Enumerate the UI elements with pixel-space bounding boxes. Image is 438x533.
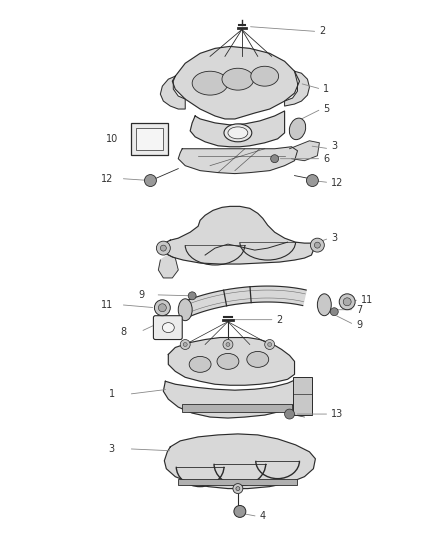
Text: 2: 2	[277, 314, 283, 325]
Ellipse shape	[192, 71, 228, 95]
Text: 9: 9	[356, 320, 362, 329]
Circle shape	[343, 298, 351, 306]
Circle shape	[233, 483, 243, 494]
FancyBboxPatch shape	[131, 123, 168, 155]
Circle shape	[234, 505, 246, 518]
Ellipse shape	[222, 68, 254, 90]
Circle shape	[330, 308, 338, 316]
Circle shape	[307, 175, 318, 187]
Text: 10: 10	[106, 134, 118, 144]
Text: 5: 5	[323, 104, 329, 114]
Circle shape	[265, 340, 275, 350]
Ellipse shape	[189, 357, 211, 373]
Text: 9: 9	[138, 290, 145, 300]
Circle shape	[314, 242, 320, 248]
Polygon shape	[160, 76, 185, 109]
Circle shape	[183, 343, 187, 346]
FancyBboxPatch shape	[135, 128, 163, 150]
Text: 4: 4	[260, 511, 266, 521]
FancyBboxPatch shape	[178, 479, 297, 484]
Polygon shape	[285, 71, 309, 106]
Circle shape	[236, 487, 240, 490]
Text: 11: 11	[361, 295, 373, 305]
Ellipse shape	[251, 66, 279, 86]
Text: 12: 12	[331, 177, 344, 188]
Polygon shape	[163, 206, 315, 264]
Circle shape	[155, 300, 170, 316]
Circle shape	[285, 409, 294, 419]
Circle shape	[156, 241, 170, 255]
Circle shape	[160, 245, 166, 251]
FancyBboxPatch shape	[153, 316, 182, 340]
Text: 13: 13	[331, 409, 343, 419]
Circle shape	[271, 155, 279, 163]
Circle shape	[180, 340, 190, 350]
Polygon shape	[182, 286, 306, 317]
Ellipse shape	[247, 351, 268, 367]
Text: 6: 6	[323, 154, 329, 164]
Ellipse shape	[217, 353, 239, 369]
Polygon shape	[163, 379, 300, 418]
FancyBboxPatch shape	[293, 377, 312, 415]
Polygon shape	[159, 255, 178, 278]
Ellipse shape	[178, 299, 192, 321]
Circle shape	[339, 294, 355, 310]
Polygon shape	[172, 46, 300, 119]
Circle shape	[223, 340, 233, 350]
Polygon shape	[164, 434, 315, 489]
Text: 1: 1	[323, 84, 329, 94]
Text: 2: 2	[319, 27, 325, 36]
Text: 7: 7	[356, 305, 362, 314]
Polygon shape	[178, 147, 297, 174]
Text: 3: 3	[331, 141, 337, 151]
Circle shape	[226, 343, 230, 346]
Circle shape	[188, 292, 196, 300]
Text: 8: 8	[120, 327, 127, 336]
Circle shape	[311, 238, 324, 252]
Text: 3: 3	[331, 233, 337, 243]
Text: 11: 11	[101, 300, 113, 310]
Ellipse shape	[162, 322, 174, 333]
Polygon shape	[168, 337, 294, 385]
Text: 1: 1	[109, 389, 115, 399]
Text: 12: 12	[101, 174, 113, 183]
Text: 3: 3	[109, 444, 115, 454]
Ellipse shape	[228, 127, 248, 139]
Circle shape	[145, 175, 156, 187]
Ellipse shape	[318, 294, 331, 316]
Polygon shape	[190, 111, 285, 147]
FancyBboxPatch shape	[182, 404, 292, 412]
Ellipse shape	[290, 118, 306, 140]
Circle shape	[159, 304, 166, 312]
Ellipse shape	[224, 124, 252, 142]
Circle shape	[268, 343, 272, 346]
Polygon shape	[290, 141, 319, 160]
